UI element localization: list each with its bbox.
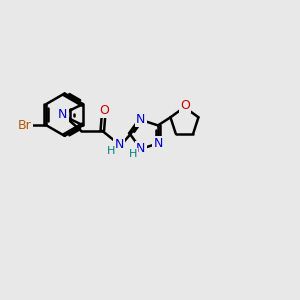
Text: N: N [114, 139, 124, 152]
Text: H: H [107, 146, 115, 156]
Text: N: N [153, 137, 163, 150]
Text: O: O [180, 99, 190, 112]
Text: N: N [136, 142, 146, 155]
Text: N: N [58, 108, 68, 121]
Text: N: N [136, 113, 146, 126]
Text: O: O [99, 104, 109, 117]
Text: H: H [128, 149, 137, 159]
Text: Br: Br [18, 119, 32, 132]
